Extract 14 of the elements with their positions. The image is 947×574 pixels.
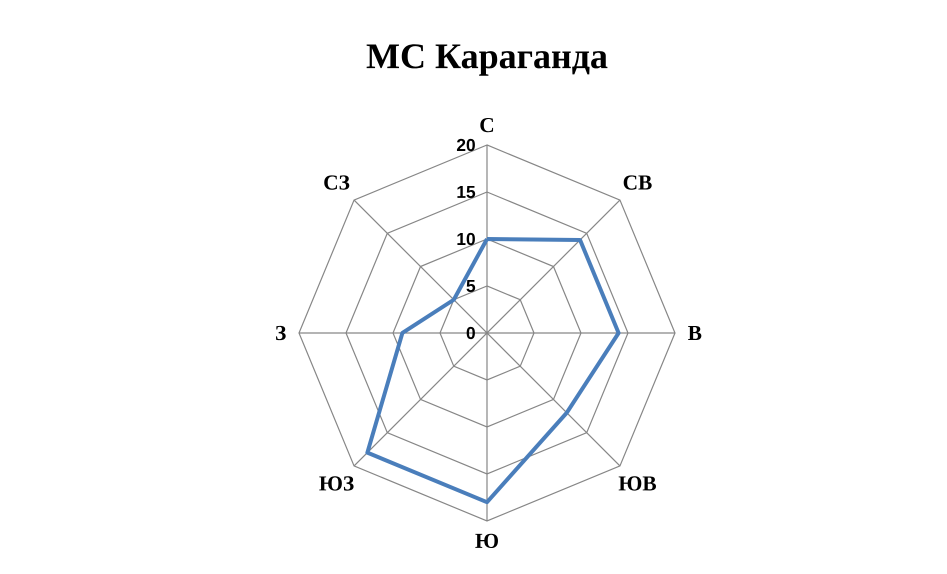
y-tick-label: 0 bbox=[466, 326, 475, 340]
spoke-label: В bbox=[688, 326, 702, 340]
spoke-label: ЮЗ bbox=[319, 476, 354, 491]
y-tick-label: 5 bbox=[466, 280, 476, 292]
spoke-label: З bbox=[276, 326, 286, 340]
y-tick-label: 20 bbox=[456, 138, 475, 152]
spoke-label: Ю bbox=[475, 534, 498, 548]
spoke-label: ЮВ bbox=[618, 476, 656, 491]
spoke-label: СЗ bbox=[324, 175, 350, 190]
y-tick-label: 10 bbox=[457, 232, 475, 246]
spoke-label: СВ bbox=[624, 175, 652, 190]
y-tick-label: 15 bbox=[457, 186, 476, 198]
spoke-label: С bbox=[480, 118, 494, 132]
chart-title: МС Караганда bbox=[366, 44, 608, 76]
